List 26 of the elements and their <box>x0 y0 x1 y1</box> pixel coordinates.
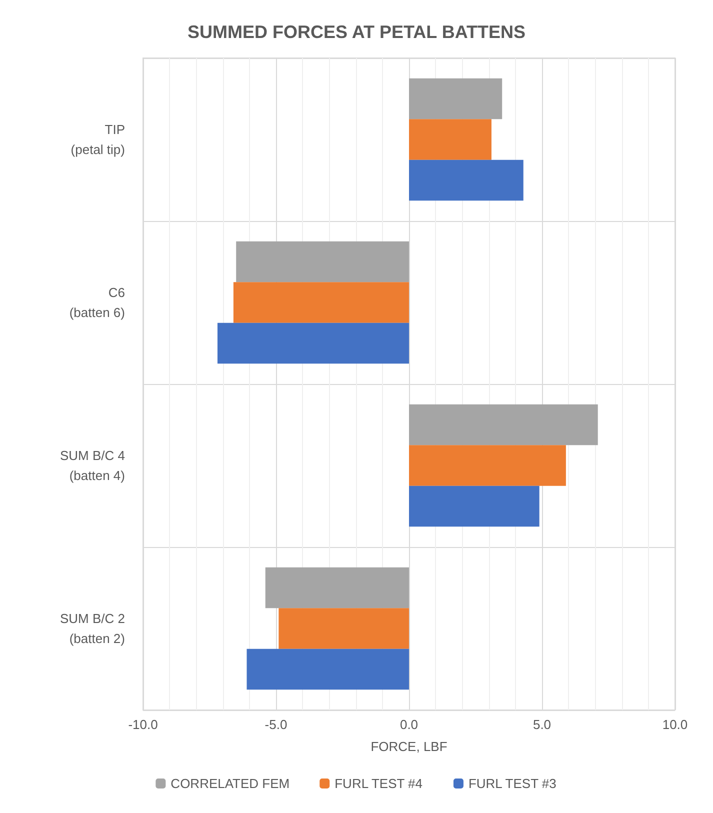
bar <box>265 567 409 608</box>
legend-label: FURL TEST #4 <box>334 776 423 791</box>
bar <box>233 282 409 323</box>
y-tick-label: C6 (batten 6) <box>69 285 125 320</box>
legend-label: CORRELATED FEM <box>170 776 290 791</box>
legend-label: FURL TEST #3 <box>468 776 556 791</box>
y-tick-label: TIP (petal tip) <box>70 122 125 157</box>
x-axis-title: FORCE, LBF <box>370 739 448 754</box>
x-tick-label: -5.0 <box>264 717 288 732</box>
x-tick-label: 5.0 <box>532 717 552 732</box>
chart-title: SUMMED FORCES AT PETAL BATTENS <box>187 22 526 42</box>
bar <box>409 119 492 160</box>
bar <box>409 445 566 486</box>
bar <box>278 608 409 649</box>
y-tick-label: SUM B/C 4 (batten 4) <box>60 448 125 483</box>
bar <box>409 160 524 201</box>
bar <box>246 648 409 690</box>
x-tick-label: -10.0 <box>128 717 158 732</box>
x-tick-label: 10.0 <box>662 717 688 732</box>
bar <box>409 78 502 120</box>
y-tick-label: SUM B/C 2 (batten 2) <box>60 611 125 646</box>
bar <box>409 404 598 446</box>
bar <box>409 486 540 527</box>
x-tick-label: 0.0 <box>400 717 418 732</box>
bar <box>217 322 409 364</box>
bar <box>236 241 409 282</box>
